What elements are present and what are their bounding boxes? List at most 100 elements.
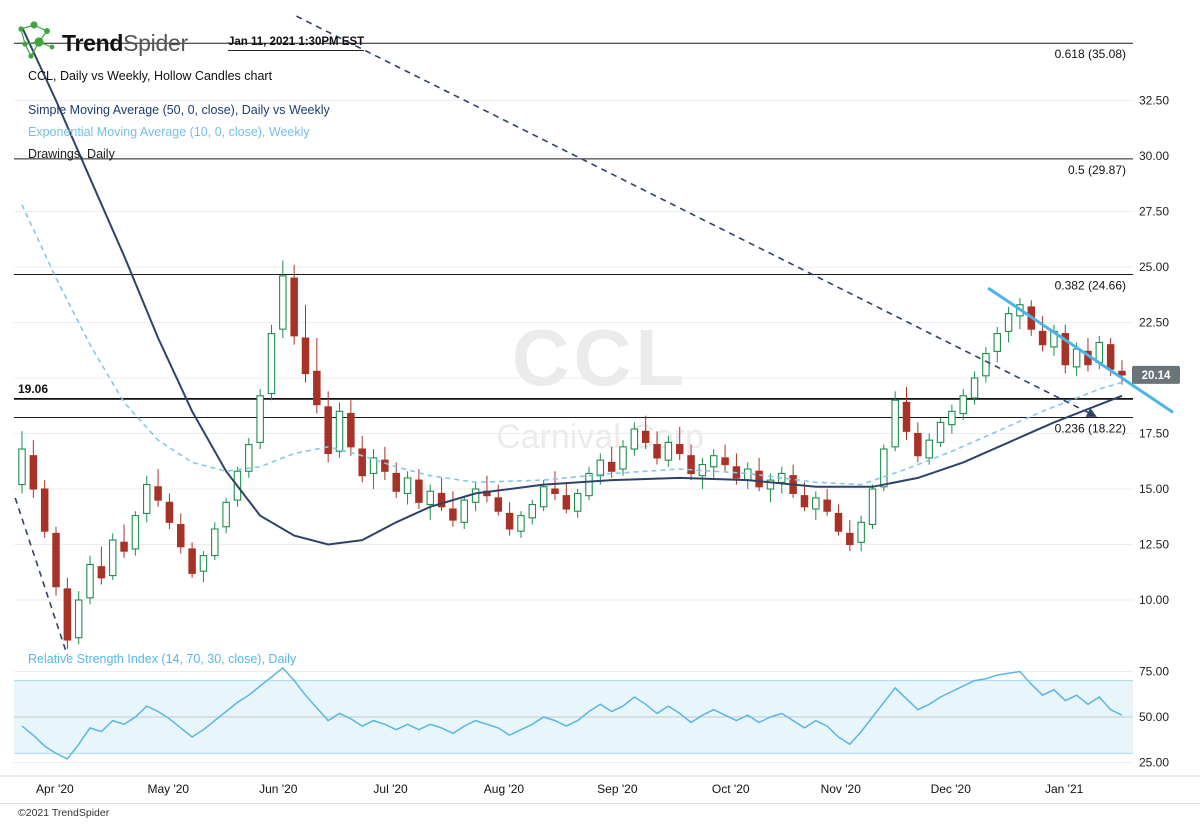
candle-up (709, 455, 718, 468)
candle-up (471, 488, 480, 503)
candle-up (936, 421, 945, 443)
candle-up (279, 275, 287, 330)
candle-down (358, 448, 366, 477)
candle-up (596, 459, 605, 477)
candle-up (630, 428, 639, 450)
candle-down (449, 508, 457, 521)
legend-rsi[interactable]: Relative Strength Index (14, 70, 30, clo… (28, 652, 297, 666)
ema-line[interactable] (21, 204, 1123, 486)
legend-sma[interactable]: Simple Moving Average (50, 0, close), Da… (28, 103, 330, 117)
trendspider-logo-icon (18, 21, 55, 59)
rsi-line[interactable] (21, 666, 1123, 760)
candle-down (63, 588, 72, 641)
candle-up (993, 333, 1001, 352)
candle-up (959, 395, 967, 415)
candle-up (868, 488, 877, 526)
candle-down (120, 541, 128, 552)
candle-up (1072, 348, 1081, 368)
time-axis-label: Aug '20 (484, 782, 525, 796)
trendspider-logo[interactable] (12, 20, 58, 62)
candle-down (52, 532, 60, 588)
legend-drawings[interactable]: Drawings, Daily (28, 147, 115, 161)
candle-up (812, 497, 820, 510)
rsi-axis-label: 25.00 (1139, 756, 1169, 770)
fib-level-label: 0.236 (18.22) (1055, 422, 1126, 436)
legend-ema[interactable]: Exponential Moving Average (10, 0, close… (28, 125, 310, 139)
candle-up (245, 444, 253, 472)
candle-up (131, 515, 140, 550)
candle-up (517, 515, 525, 532)
rsi-axis-label: 50.00 (1139, 710, 1169, 724)
candle-up (403, 477, 412, 494)
candle-down (381, 459, 389, 472)
time-axis-label: Nov '20 (821, 782, 862, 796)
candle-up (211, 528, 219, 557)
candle-down (755, 470, 763, 488)
price-axis-label: 30.00 (1139, 149, 1169, 163)
time-axis-label: Jun '20 (259, 782, 298, 796)
candle-down (437, 492, 446, 508)
candle-down (675, 444, 684, 455)
candle-up (573, 492, 582, 512)
candle-up (539, 486, 548, 508)
candle-down (154, 486, 162, 501)
price-level-label: 19.06 (18, 382, 48, 396)
price-axis-label: 32.50 (1139, 94, 1169, 108)
candle-up (267, 333, 276, 395)
price-axis-label: 22.50 (1139, 316, 1169, 330)
candle-up (925, 439, 933, 459)
candle-up (619, 446, 627, 470)
candle-up (970, 377, 979, 399)
time-axis-label: Dec '20 (931, 782, 972, 796)
candle-down (188, 548, 196, 574)
candle-down (914, 432, 922, 457)
candle-up (948, 410, 956, 426)
time-axis-label: Apr '20 (36, 782, 74, 796)
brand-wordmark[interactable]: TrendSpider (62, 30, 188, 57)
candle-down (1106, 344, 1115, 370)
fib-level-label: 0.382 (24.66) (1055, 279, 1126, 293)
price-axis[interactable] (1133, 0, 1200, 776)
candle-down (721, 457, 729, 466)
candle-down (165, 501, 174, 523)
candle-down (347, 412, 355, 448)
chart-timestamp: Jan 11, 2021 1:30PM EST (228, 36, 365, 51)
primary-downtrend-line[interactable] (296, 15, 1089, 414)
sma-line[interactable] (21, 26, 1123, 546)
chart-title[interactable]: CCL, Daily vs Weekly, Hollow Candles cha… (28, 69, 273, 83)
candle-up (256, 395, 264, 443)
candle-down (1038, 330, 1047, 346)
candle-down (1061, 333, 1070, 366)
candle-up (1095, 341, 1104, 364)
candle-up (744, 468, 752, 481)
april-downtrend-segment[interactable] (14, 497, 69, 656)
candle-down (313, 370, 321, 406)
candle-down (653, 444, 661, 459)
price-axis-label: 17.50 (1139, 427, 1169, 441)
time-axis-label: Jan '21 (1045, 782, 1084, 796)
candle-down (687, 455, 695, 475)
candle-up (74, 599, 83, 639)
price-axis-label: 10.00 (1139, 593, 1169, 607)
candle-up (528, 503, 537, 519)
december-downtrend-line[interactable] (987, 286, 1174, 414)
candle-down (177, 523, 185, 548)
time-axis-label: Sep '20 (597, 782, 638, 796)
candle-down (301, 337, 310, 375)
time-axis[interactable] (0, 776, 1200, 800)
brand-spider: Spider (123, 30, 188, 56)
time-axis-label: Oct '20 (712, 782, 750, 796)
candle-up (857, 521, 865, 543)
candle-down (392, 472, 400, 492)
time-axis-label: Jul '20 (373, 782, 408, 796)
price-axis-label: 12.50 (1139, 538, 1169, 552)
candle-up (199, 555, 208, 572)
price-axis-label: 15.00 (1139, 482, 1169, 496)
candle-up (222, 501, 230, 528)
copyright-text: ©2021 TrendSpider (18, 807, 110, 819)
candle-up (982, 353, 990, 377)
last-price-badge (1132, 365, 1180, 384)
candle-up (766, 479, 775, 490)
